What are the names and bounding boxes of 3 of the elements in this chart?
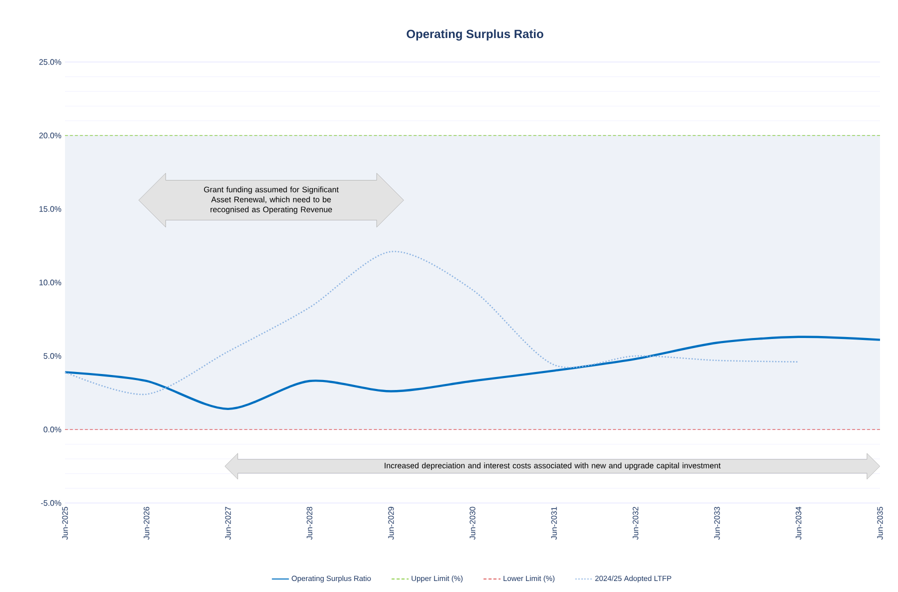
line-series [64, 336, 882, 410]
chart-title: Operating Surplus Ratio [406, 29, 544, 41]
line-series [64, 250, 800, 395]
